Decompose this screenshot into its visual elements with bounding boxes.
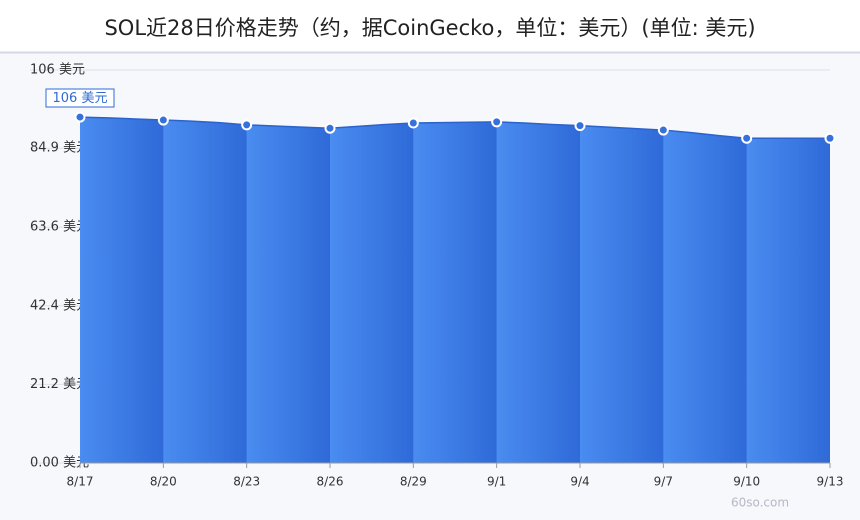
point — [491, 116, 503, 128]
area-edge — [79, 116, 830, 139]
x-tick-label: 8/17 — [67, 475, 94, 489]
x-tick-label: 8/29 — [400, 475, 427, 489]
y-tick-label: 84.9 美元 — [30, 141, 89, 156]
y-tick-label: 0.00 美元 — [30, 456, 89, 471]
x-tick-label: 9/4 — [570, 475, 589, 489]
y-tick-label: 63.6 美元 — [30, 220, 89, 235]
area-band — [413, 117, 497, 463]
chart-title: SOL近28日价格走势（约，据CoinGecko，单位：美元）(单位: 美元) — [104, 16, 755, 40]
point — [824, 132, 836, 144]
x-tick-label: 9/1 — [487, 475, 506, 489]
point — [241, 119, 253, 131]
point — [74, 111, 86, 123]
point — [657, 124, 669, 136]
x-tick-label: 8/23 — [233, 475, 260, 489]
point — [574, 120, 586, 132]
area-band — [163, 117, 247, 463]
y-tick-label: 106 美元 — [30, 63, 85, 78]
point — [157, 114, 169, 126]
area-band — [746, 117, 830, 463]
annotation: 106 美元 — [53, 91, 108, 106]
x-tick-label: 8/26 — [317, 475, 344, 489]
area-band — [663, 117, 747, 463]
area-bands — [80, 117, 830, 463]
x-tick-label: 9/13 — [817, 475, 844, 489]
point — [407, 117, 419, 129]
point — [741, 132, 753, 144]
area-band — [580, 117, 664, 463]
area-band — [80, 117, 164, 463]
watermark: 60so.com — [731, 496, 789, 510]
y-tick-label: 42.4 美元 — [30, 298, 89, 313]
x-tick-label: 8/20 — [150, 475, 177, 489]
area-band — [330, 117, 414, 463]
point — [324, 122, 336, 134]
area-band — [496, 117, 580, 463]
area-band — [246, 117, 330, 463]
y-tick-label: 21.2 美元 — [30, 377, 89, 392]
x-tick-label: 9/7 — [654, 475, 673, 489]
x-tick-label: 9/10 — [733, 475, 760, 489]
header-bg — [0, 0, 860, 52]
annotation-box — [45, 88, 115, 108]
